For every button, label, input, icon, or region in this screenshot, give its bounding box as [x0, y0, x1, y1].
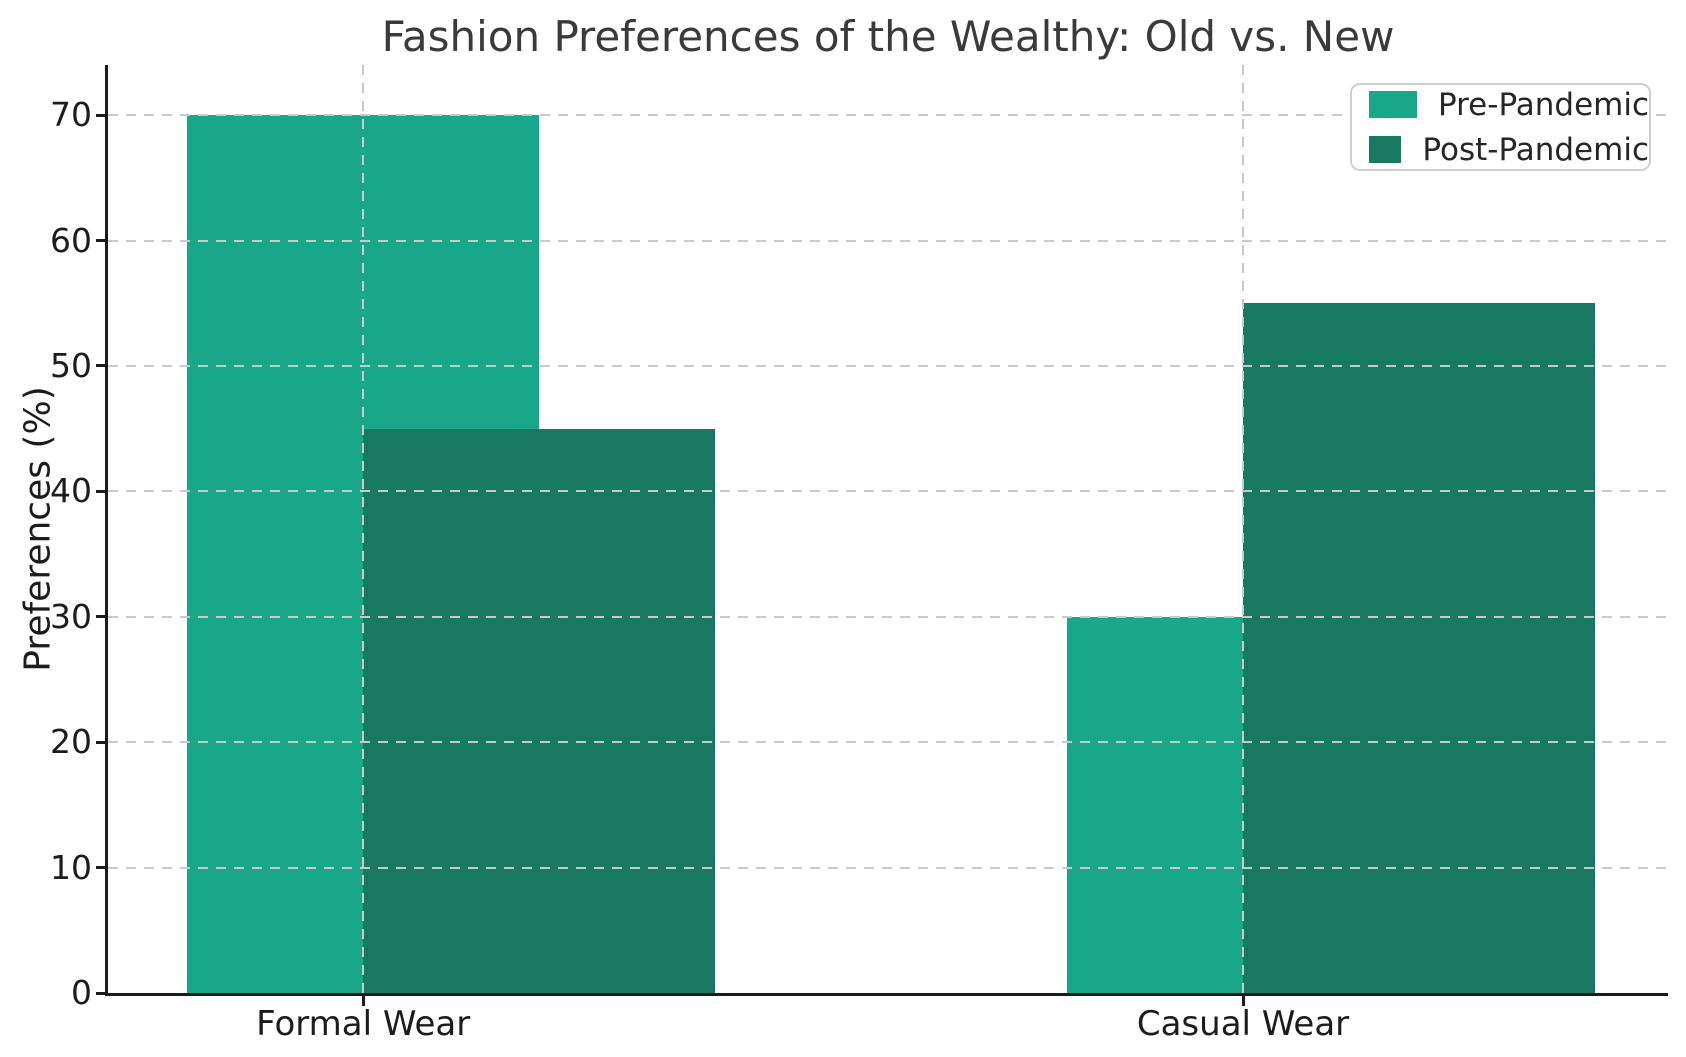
bottom-spine [105, 993, 1668, 996]
legend-item-pre-pandemic: Pre-Pandemic [1369, 87, 1649, 123]
y-tick-mark [96, 991, 108, 995]
y-axis-label: Preferences (%) [17, 386, 59, 672]
y-tick-mark [96, 489, 108, 493]
x-gridline [362, 65, 365, 993]
legend-swatch [1369, 91, 1417, 118]
legend-label: Post-Pandemic [1422, 131, 1649, 168]
chart-title: Fashion Preferences of the Wealthy: Old … [381, 12, 1395, 61]
x-tick-mark [1241, 993, 1245, 1006]
legend-label: Pre-Pandemic [1437, 86, 1649, 123]
y-tick-label: 40 [50, 471, 92, 511]
x-tick-label-formal-wear: Formal Wear [256, 1004, 471, 1044]
y-gridline [108, 239, 1668, 242]
legend-swatch [1369, 136, 1402, 163]
legend: Pre-Pandemic Post-Pandemic [1350, 83, 1651, 171]
y-gridline [108, 741, 1668, 744]
y-tick-mark [96, 615, 108, 619]
x-tick-label-casual-wear: Casual Wear [1136, 1004, 1350, 1044]
y-tick-label: 50 [50, 345, 92, 385]
y-tick-mark [96, 866, 108, 870]
y-gridline [108, 490, 1668, 493]
y-tick-mark [96, 113, 108, 117]
x-tick-mark [361, 993, 365, 1006]
y-gridline [108, 866, 1668, 869]
bar-post-pandemic-formal-wear [363, 428, 716, 993]
y-tick-label: 20 [50, 722, 92, 762]
y-gridline [108, 114, 1668, 117]
y-tick-label: 0 [71, 973, 92, 1012]
x-gridline [1242, 65, 1245, 993]
left-spine [105, 65, 108, 996]
y-tick-mark [96, 740, 108, 744]
y-tick-mark [96, 364, 108, 368]
y-gridline [108, 615, 1668, 618]
y-tick-label: 10 [50, 847, 92, 887]
bar-post-pandemic-casual-wear [1243, 303, 1595, 993]
y-tick-mark [96, 239, 108, 243]
legend-item-post-pandemic: Post-Pandemic [1369, 132, 1649, 168]
y-tick-label: 30 [50, 596, 92, 636]
y-tick-label: 70 [50, 95, 92, 135]
y-gridline [108, 364, 1668, 367]
y-tick-label: 60 [50, 220, 92, 260]
